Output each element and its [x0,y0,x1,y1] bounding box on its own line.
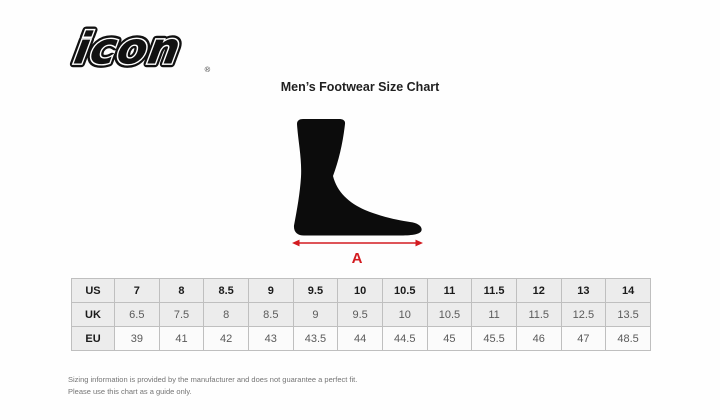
logo-text-outline: icon [70,24,185,74]
row-header-us: US [71,278,115,303]
size-cell: 44 [337,326,383,351]
size-cell: 8 [203,302,249,327]
icon-brand-logo: icon icon icon ® [64,20,216,78]
table-row-uk: UK 6.5 7.5 8 8.5 9 9.5 10 10.5 11 11.5 12.5 13.5 [71,302,651,327]
size-cell: 9 [247,278,294,303]
sizing-disclaimer-line2: Please use this chart as a guide only. [68,387,192,396]
foot-silhouette-icon [293,119,422,236]
size-cell: 46 [515,326,562,351]
size-cell: 12 [515,278,562,303]
size-cell: 42 [203,326,249,351]
size-cell: 10.5 [381,278,428,303]
size-cell: 11.5 [515,302,562,327]
measurement-label-a: A [352,250,363,267]
size-cell: 7 [114,278,160,303]
size-cell: 8 [158,278,205,303]
size-cell: 14 [605,278,651,303]
sizing-disclaimer: Sizing information is provided by the ma… [68,374,628,398]
icon-logo-graphic: icon icon icon ® [67,20,211,78]
size-cell: 10 [337,278,383,303]
size-cell: 9.5 [292,278,339,303]
size-cell: 41 [158,326,205,351]
size-cell: 8.5 [247,302,294,327]
registered-trademark-symbol: ® [205,65,211,74]
size-cell: 11 [426,278,473,303]
size-cell: 11 [471,302,517,327]
size-cell: 10.5 [426,302,473,327]
logo-text-core: icon [70,24,185,74]
size-cell: 12.5 [560,302,607,327]
size-cell: 39 [114,326,160,351]
size-cell: 9 [292,302,339,327]
page-title: Men’s Footwear Size Chart [280,80,440,94]
size-cell: 43 [247,326,294,351]
foot-measurement-figure: A [289,116,429,268]
size-cell: 10 [381,302,428,327]
table-row-eu: EU 39 41 42 43 43.5 44 44.5 45 45.5 46 47 48.5 [71,326,651,351]
size-cell: 43.5 [292,326,339,351]
row-header-eu: EU [71,326,115,351]
size-cell: 7.5 [158,302,205,327]
size-cell: 6.5 [114,302,160,327]
size-cell: 11.5 [471,278,517,303]
size-cell: 45.5 [471,326,517,351]
table-row-us: US 7 8 8.5 9 9.5 10 10.5 11 11.5 12 13 14 [71,278,651,303]
logo-text-pinstripe: icon [70,24,185,74]
row-header-uk: UK [71,302,115,327]
size-cell: 13 [560,278,607,303]
size-chart-table: US 7 8 8.5 9 9.5 10 10.5 11 11.5 12 13 14 UK 6.5 7.5 8 8.… [71,278,651,351]
size-chart-table-body: US 7 8 8.5 9 9.5 10 10.5 11 11.5 12 13 14 UK 6.5 7.5 8 8.… [71,278,651,351]
size-cell: 9.5 [337,302,383,327]
size-cell: 47 [560,326,607,351]
size-cell: 13.5 [605,302,651,327]
size-cell: 8.5 [203,278,249,303]
size-cell: 44.5 [381,326,428,351]
measurement-arrow [292,239,423,247]
size-cell: 45 [426,326,473,351]
size-cell: 48.5 [605,326,651,351]
sizing-disclaimer-line1: Sizing information is provided by the ma… [68,375,358,384]
